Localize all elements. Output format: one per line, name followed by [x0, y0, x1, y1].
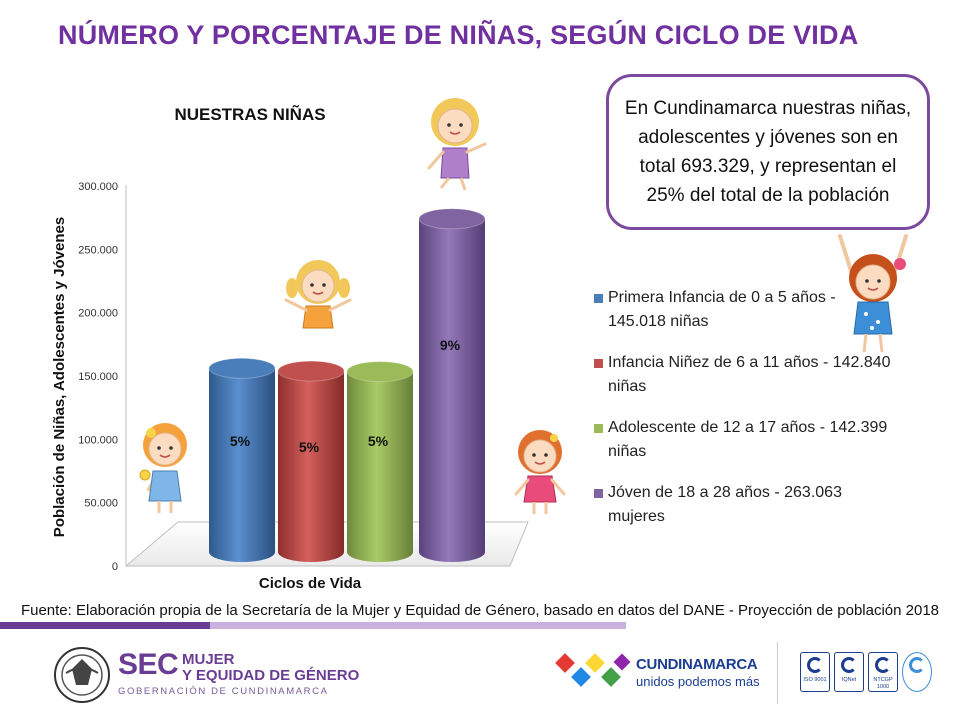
certification-mark-icon — [909, 657, 925, 673]
legend-swatch — [594, 359, 603, 368]
girl-illustration-2 — [284, 260, 352, 329]
source-note: Fuente: Elaboración propia de la Secreta… — [20, 602, 940, 619]
bar-data-label: 5% — [368, 433, 389, 449]
y-axis-title: Población de Niñas, Adolescentes y Jóven… — [51, 217, 68, 537]
certification-label: NTCGP 1000 — [873, 677, 893, 690]
certification-label: ISO 9001 — [803, 677, 827, 683]
certification-badge: IQNet — [834, 652, 864, 692]
certification-badge: ISO 9001 — [800, 652, 830, 692]
y-tick-label: 100.000 — [78, 434, 118, 446]
sec-logo-line2: Y EQUIDAD DE GÉNERO — [182, 667, 360, 684]
callout-text: En Cundinamarca nuestras niñas, adolesce… — [624, 98, 912, 206]
cundinamarca-slogan: unidos podemos más — [636, 674, 760, 689]
legend-item: Primera Infancia de 0 a 5 años - 145.018… — [594, 286, 894, 334]
certification-mark-icon — [875, 657, 891, 673]
legend-label: Infancia Niñez de 6 a 11 años - 142.840 … — [608, 354, 891, 395]
girl-illustration-4 — [514, 430, 566, 514]
legend-swatch — [594, 489, 603, 498]
cundinamarca-logo-mark — [555, 653, 631, 687]
y-tick-label: 300.000 — [78, 181, 118, 193]
chart: NUESTRAS NIÑAS 0 50.000 100.000 150.000 200.… — [51, 98, 566, 592]
footer-divider — [777, 642, 778, 704]
y-tick-label: 200.000 — [78, 308, 118, 320]
bar-3: 5% — [346, 361, 414, 562]
legend-swatch — [594, 424, 603, 433]
sec-logo-text: SEC — [118, 648, 179, 681]
y-tick-label: 150.000 — [78, 371, 118, 383]
certification-mark-icon — [841, 657, 857, 673]
certification-badge — [902, 652, 932, 692]
certification-badge: NTCGP 1000 — [868, 652, 898, 692]
bar-top — [208, 357, 276, 379]
sec-logo: SEC MUJER Y EQUIDAD DE GÉNERO GOBERNACIÓ… — [118, 648, 360, 698]
girl-illustration-5 — [838, 234, 908, 353]
bar-body — [419, 218, 485, 562]
bar-body — [209, 368, 275, 562]
legend-item: Adolescente de 12 a 17 años - 142.399 ni… — [594, 416, 894, 464]
cundinamarca-name: CUNDINAMARCA — [636, 656, 758, 673]
bar-body — [278, 371, 344, 562]
coat-of-arms-logo — [54, 647, 110, 703]
y-tick-label: 250.000 — [78, 244, 118, 256]
bar-data-label: 5% — [299, 439, 320, 455]
certification-label: IQNet — [841, 677, 857, 683]
legend-label: Primera Infancia de 0 a 5 años - 145.018… — [608, 289, 836, 330]
bar-top — [346, 361, 414, 383]
girl-illustration-1 — [139, 423, 187, 513]
legend-item: Infancia Niñez de 6 a 11 años - 142.840 … — [594, 351, 894, 399]
bar-body — [347, 371, 413, 562]
chart-legend: Primera Infancia de 0 a 5 años - 145.018… — [594, 286, 894, 546]
bar-2: 5% — [277, 360, 345, 562]
legend-item: Jóven de 18 a 28 años - 263.063 mujeres — [594, 481, 894, 529]
certification-mark-icon — [807, 657, 823, 673]
bar-1: 5% — [208, 357, 276, 562]
page-title: NÚMERO Y PORCENTAJE DE NIÑAS, SEGÚN CICL… — [58, 20, 859, 50]
sec-logo-subtitle: GOBERNACIÓN DE CUNDINAMARCA — [118, 686, 329, 697]
x-axis-title: Ciclos de Vida — [259, 575, 362, 592]
bar-4: 9% — [418, 208, 486, 562]
legend-label: Adolescente de 12 a 17 años - 142.399 ni… — [608, 419, 888, 460]
sec-logo-line1: MUJER — [182, 651, 235, 668]
certification-logos: ISO 9001 IQNet NTCGP 1000 — [800, 652, 940, 696]
y-tick-label: 50.000 — [84, 498, 118, 510]
bar-top — [418, 208, 486, 230]
chart-title: NUESTRAS NIÑAS — [174, 104, 325, 124]
summary-callout: En Cundinamarca nuestras niñas, adolesce… — [606, 74, 930, 230]
y-tick-label: 0 — [112, 561, 118, 573]
legend-label: Jóven de 18 a 28 años - 263.063 mujeres — [608, 484, 842, 525]
girl-illustration-3 — [427, 98, 487, 191]
bar-top — [277, 360, 345, 382]
bar-data-label: 5% — [230, 433, 251, 449]
footer-strip-dark — [0, 622, 210, 629]
bar-data-label: 9% — [440, 337, 461, 353]
legend-swatch — [594, 294, 603, 303]
cundinamarca-logo: CUNDINAMARCA unidos podemos más — [636, 656, 776, 689]
footer-strip-light — [210, 622, 626, 629]
